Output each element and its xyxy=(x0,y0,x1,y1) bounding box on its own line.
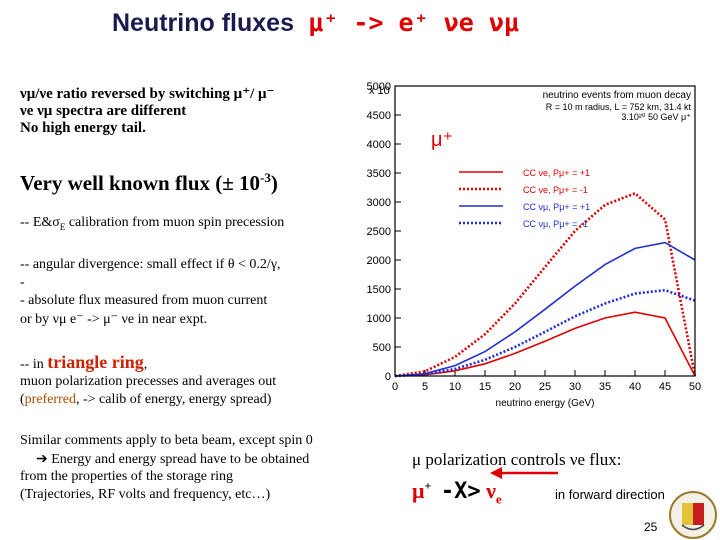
x-tick-label: 25 xyxy=(539,381,551,393)
para-energy-spread-text: Energy and energy spread have to be obta… xyxy=(51,452,310,467)
particle-label: μ⁺ xyxy=(431,129,453,151)
para-storage-ring: from the properties of the storage ring xyxy=(20,469,234,484)
chart-info-2: 3.10²⁰ 50 GeV μ⁺ xyxy=(621,112,691,122)
line-calibration-sub: E xyxy=(59,221,66,232)
forward-direction: in forward direction xyxy=(555,487,665,502)
flux-heading-exp: -3 xyxy=(260,170,271,185)
x-tick-label: 0 xyxy=(392,381,398,393)
x-tick-labels: 0 5 10 15 20 25 30 35 40 45 50 xyxy=(392,381,701,393)
para-energy-spread: ➔ Energy and energy spread have to be ob… xyxy=(36,451,309,468)
chart-title: neutrino events from muon decay xyxy=(543,90,691,101)
legend-label-3: CC νμ, Pμ+ = +1 xyxy=(523,202,590,212)
series-line-4 xyxy=(394,288,696,378)
x-tick-label: 45 xyxy=(659,381,671,393)
plot-frame xyxy=(394,85,696,377)
x-tick-label: 40 xyxy=(629,381,641,393)
line-calibration-b: calibration from muon spin precession xyxy=(65,215,285,230)
line-preferred-pre: ( xyxy=(20,392,25,407)
line-triangle-pre: -- in xyxy=(20,357,44,372)
line-calibration: -- E&σE calibration from muon spin prece… xyxy=(20,215,284,232)
flux-heading-pre: Very well known flux (± 10 xyxy=(20,171,261,195)
title-prefix: Neutrino fluxes xyxy=(112,9,294,37)
series-line-3 xyxy=(394,241,696,377)
university-seal-icon xyxy=(669,491,717,539)
x-tick-label: 15 xyxy=(479,381,491,393)
y-tick-label: 3500 xyxy=(367,168,391,180)
x-tick-label: 20 xyxy=(509,381,521,393)
x-arrow-label: -X> xyxy=(440,479,481,504)
series-line-1 xyxy=(394,311,696,377)
series-lines xyxy=(394,191,697,378)
line-triangle-red: triangle ring xyxy=(47,352,144,372)
line-polarization: muon polarization precesses and averages… xyxy=(20,374,277,389)
line-divergence: -- angular divergence: small effect if θ… xyxy=(20,257,281,272)
line-preferred: (preferred, -> calib of energy, energy s… xyxy=(20,392,271,408)
flux-heading: Very well known flux (± 10-3) xyxy=(20,170,278,196)
bullet-ratio: νμ/νe ratio reversed by switching μ⁺/ μ⁻ xyxy=(20,86,275,102)
nu-sub: e xyxy=(495,491,502,507)
slide-title: Neutrino fluxes μ⁺ -> e⁺ νe νμ xyxy=(112,8,519,38)
suppression-line: μ+ -X> νe xyxy=(412,478,502,507)
y-tick-label: 4000 xyxy=(367,139,391,151)
bullet-spectra: νe νμ spectra are different xyxy=(20,103,187,119)
mu-sup: + xyxy=(424,478,432,493)
para-beta-beam: Similar comments apply to beta beam, exc… xyxy=(20,433,313,448)
line-dash: - xyxy=(20,275,25,290)
y-tick-label: 2000 xyxy=(367,255,391,267)
page-number: 25 xyxy=(644,520,658,534)
line-triangle: -- in triangle ring, xyxy=(20,352,147,373)
y-tick-label: 500 xyxy=(373,342,391,354)
nu-label: ν xyxy=(486,478,496,503)
y-tick-label: 2500 xyxy=(367,226,391,238)
y-tick-label: 5000 xyxy=(367,81,391,93)
chart-legend: CC νe, Pμ+ = +1 CC νe, Pμ+ = -1 CC νμ, Pμ+… xyxy=(459,168,590,229)
series-line-2 xyxy=(394,191,697,378)
line-triangle-post: , xyxy=(143,357,148,372)
x-tick-label: 50 xyxy=(689,381,701,393)
y-tick-label: 4500 xyxy=(367,110,391,122)
pol-controls: μ polarization controls νe flux: xyxy=(412,450,622,469)
y-scale-label: x 10 xyxy=(369,85,390,97)
line-near-expt: or by νμ e⁻ -> μ⁻ νe in near expt. xyxy=(20,312,208,327)
legend-label-2: CC νe, Pμ+ = -1 xyxy=(523,185,588,195)
y-tick-label: 1500 xyxy=(367,284,391,296)
legend-label-4: CC νμ, Pμ+ = -1 xyxy=(523,219,588,229)
x-tick-label: 10 xyxy=(449,381,461,393)
line-preferred-red: preferred xyxy=(24,392,76,407)
x-tick-label: 5 xyxy=(422,381,428,393)
para-trajectories: (Trajectories, RF volts and frequency, e… xyxy=(20,487,271,502)
y-tick-label: 1000 xyxy=(367,313,391,325)
flux-heading-post: ) xyxy=(270,171,278,195)
arrow-icon: ➔ xyxy=(36,452,48,467)
bullet-tail: No high energy tail. xyxy=(20,120,146,136)
line-calibration-a: -- E&σ xyxy=(20,215,60,230)
chart-info-1: R = 10 m radius, L = 752 km, 31.4 kt xyxy=(546,102,692,112)
y-tick-label: 3000 xyxy=(367,197,391,209)
line-absolute-flux: - absolute flux measured from muon curre… xyxy=(20,293,268,308)
legend-label-1: CC νe, Pμ+ = +1 xyxy=(523,168,590,178)
arrow-left-icon xyxy=(490,467,558,479)
y-tick-labels: 0 500 1000 1500 2000 2500 3000 3500 4000 4500 5000 xyxy=(367,81,391,383)
line-preferred-post: , -> calib of energy, energy spread) xyxy=(75,392,272,407)
x-tick-label: 30 xyxy=(569,381,581,393)
x-axis-label: neutrino energy (GeV) xyxy=(496,398,595,409)
mu-label: μ xyxy=(412,478,425,503)
title-reaction: μ⁺ -> e⁺ νe νμ xyxy=(308,8,519,37)
flux-chart: 0500100015002000250030003500400045005000… xyxy=(367,81,702,409)
y-tick-label: 0 xyxy=(385,371,391,383)
x-tick-label: 35 xyxy=(599,381,611,393)
